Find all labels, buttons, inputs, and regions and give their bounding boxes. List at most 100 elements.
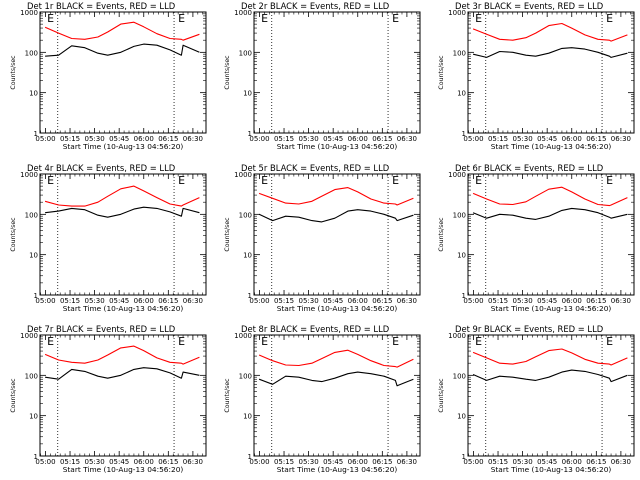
y-tick-label: 1: [34, 453, 38, 461]
x-tick-label: 05:45: [109, 135, 129, 143]
y-axis-title: Counts/sec: [438, 55, 445, 90]
x-tick-label: 05:45: [537, 297, 557, 305]
y-tick-label: 1: [462, 292, 466, 300]
x-tick-label: 05:45: [323, 458, 343, 466]
y-tick-label: 1: [248, 130, 252, 138]
event-marker: E: [178, 12, 185, 25]
y-tick-label: 1000: [448, 332, 466, 340]
x-tick-label: 05:00: [35, 297, 55, 305]
plot-frame: [253, 173, 421, 296]
x-tick-label: 06:15: [372, 297, 392, 305]
panel-title: Det 8r BLACK = Events, RED = LLD: [241, 324, 389, 334]
y-tick-label: 100: [25, 372, 38, 380]
events-series-line: [472, 207, 628, 220]
detector-panel: Det 6r BLACK = Events, RED = LLD 1 10 100 10…: [438, 163, 635, 313]
x-tick-label: 05:00: [35, 458, 55, 466]
y-tick-label: 100: [239, 211, 252, 219]
x-tick-label: 06:30: [183, 297, 203, 305]
lld-series-line: [472, 186, 628, 207]
y-tick-label: 100: [25, 211, 38, 219]
y-tick-label: 10: [29, 90, 38, 98]
plot-frame: [39, 11, 207, 134]
x-tick-label: 06:00: [562, 458, 582, 466]
x-tick-label: 05:00: [249, 297, 269, 305]
x-tick-label: 05:30: [513, 135, 533, 143]
event-marker: E: [475, 12, 482, 25]
x-tick-label: 05:15: [488, 297, 508, 305]
y-tick-label: 1000: [20, 171, 38, 179]
events-series-line: [45, 206, 200, 218]
x-tick-label: 06:15: [372, 458, 392, 466]
lld-series-line: [472, 348, 628, 366]
event-marker: E: [475, 174, 482, 187]
y-tick-label: 100: [453, 49, 466, 57]
x-tick-label: 05:15: [488, 458, 508, 466]
detector-panel: Det 4r BLACK = Events, RED = LLD 1 10 100 10…: [10, 163, 207, 313]
x-tick-label: 05:30: [85, 458, 105, 466]
y-tick-label: 1: [462, 130, 466, 138]
x-tick-label: 06:00: [562, 297, 582, 305]
y-tick-label: 1: [248, 292, 252, 300]
event-marker: E: [261, 174, 268, 187]
x-tick-label: 05:45: [537, 458, 557, 466]
x-tick-label: 06:00: [348, 135, 368, 143]
panel-title: Det 1r BLACK = Events, RED = LLD: [27, 1, 175, 11]
events-series-line: [45, 367, 200, 380]
x-tick-label: 06:30: [397, 135, 417, 143]
x-axis-title: Start Time (10-Aug-13 04:56:20): [491, 304, 612, 313]
plot-frame: [39, 173, 207, 296]
event-marker: E: [47, 335, 54, 348]
event-marker: E: [392, 174, 399, 187]
x-tick-label: 05:30: [513, 297, 533, 305]
detector-panel: Det 2r BLACK = Events, RED = LLD 1 10 100 10…: [224, 1, 421, 151]
y-tick-label: 100: [239, 49, 252, 57]
x-tick-label: 06:00: [134, 135, 154, 143]
y-tick-label: 10: [243, 90, 252, 98]
y-tick-label: 10: [243, 252, 252, 260]
y-tick-label: 10: [243, 413, 252, 421]
y-tick-label: 1: [34, 130, 38, 138]
x-axis-title: Start Time (10-Aug-13 04:56:20): [63, 304, 184, 313]
detector-panel: Det 9r BLACK = Events, RED = LLD 1 10 100 10…: [438, 324, 635, 474]
x-axis-title: Start Time (10-Aug-13 04:56:20): [491, 142, 612, 151]
event-marker: E: [47, 12, 54, 25]
event-marker: E: [606, 12, 613, 25]
event-marker: E: [47, 174, 54, 187]
y-tick-label: 10: [457, 413, 466, 421]
detector-panel: Det 1r BLACK = Events, RED = LLD 1 10 100 10…: [10, 1, 207, 151]
panel-title: Det 2r BLACK = Events, RED = LLD: [241, 1, 389, 11]
x-tick-label: 05:15: [274, 135, 294, 143]
x-axis-title: Start Time (10-Aug-13 04:56:20): [63, 142, 184, 151]
x-tick-label: 06:15: [158, 458, 178, 466]
x-tick-label: 05:15: [274, 297, 294, 305]
lld-series-line: [472, 22, 628, 42]
x-tick-label: 06:15: [372, 135, 392, 143]
plot-frame: [39, 334, 207, 457]
lld-series-line: [258, 187, 414, 206]
event-marker: E: [392, 12, 399, 25]
detector-panel: Det 8r BLACK = Events, RED = LLD 1 10 100 10…: [224, 324, 421, 474]
x-axis-title: Start Time (10-Aug-13 04:56:20): [277, 142, 398, 151]
x-tick-label: 05:30: [85, 297, 105, 305]
x-tick-label: 06:00: [348, 297, 368, 305]
x-tick-label: 06:15: [158, 135, 178, 143]
event-marker: E: [261, 335, 268, 348]
x-tick-label: 06:30: [397, 297, 417, 305]
panel-title: Det 5r BLACK = Events, RED = LLD: [241, 163, 389, 173]
x-tick-label: 05:45: [537, 135, 557, 143]
x-tick-label: 05:30: [85, 135, 105, 143]
x-tick-label: 06:30: [397, 458, 417, 466]
x-tick-label: 05:00: [463, 458, 483, 466]
x-tick-label: 05:15: [274, 458, 294, 466]
lld-series-line: [44, 185, 200, 207]
y-tick-label: 1: [462, 453, 466, 461]
event-marker: E: [178, 174, 185, 187]
plot-frame: [467, 334, 635, 457]
y-axis-title: Counts/sec: [224, 217, 231, 252]
y-tick-label: 1000: [234, 9, 252, 17]
x-tick-label: 05:30: [513, 458, 533, 466]
y-axis-title: Counts/sec: [438, 378, 445, 413]
y-tick-label: 10: [29, 413, 38, 421]
y-tick-label: 1: [34, 292, 38, 300]
